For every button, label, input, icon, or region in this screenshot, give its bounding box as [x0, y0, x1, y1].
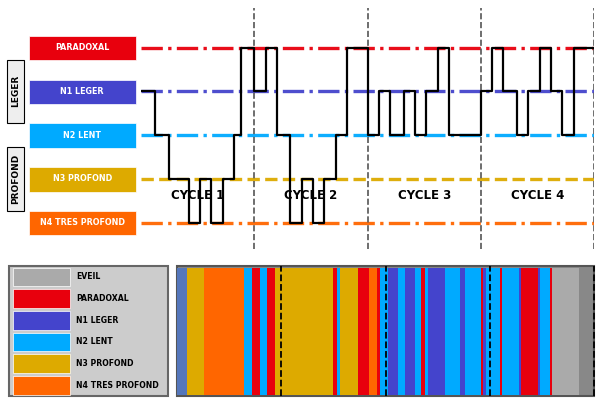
Bar [252, 268, 260, 394]
Bar [13, 354, 70, 373]
Bar [177, 268, 187, 394]
Bar [337, 268, 340, 394]
Text: N1 LEGER: N1 LEGER [61, 87, 104, 96]
Text: CYCLE 1: CYCLE 1 [171, 189, 224, 202]
Bar [13, 376, 70, 394]
Bar [519, 268, 521, 394]
Bar [500, 268, 502, 394]
Text: LEGER: LEGER [11, 75, 20, 107]
Bar [502, 268, 519, 394]
Bar [388, 268, 398, 394]
Bar [521, 268, 538, 394]
Text: PARADOXAL: PARADOXAL [55, 43, 109, 52]
Bar [445, 268, 460, 394]
Text: N2 LENT: N2 LENT [76, 337, 113, 346]
Bar [552, 268, 580, 394]
Bar [538, 268, 540, 394]
Text: CYCLE 4: CYCLE 4 [511, 189, 564, 202]
Bar [13, 289, 70, 308]
Bar [275, 268, 334, 394]
Bar [398, 268, 404, 394]
Bar [481, 268, 484, 394]
Text: N4 TRES PROFOND: N4 TRES PROFOND [76, 381, 158, 390]
Bar [13, 333, 70, 351]
Bar [369, 268, 377, 394]
Bar [340, 268, 358, 394]
Bar [13, 311, 70, 330]
Bar [465, 268, 481, 394]
Bar [380, 268, 388, 394]
Bar [460, 268, 465, 394]
Bar [415, 268, 421, 394]
Text: N1 LEGER: N1 LEGER [76, 316, 118, 325]
Bar [244, 268, 252, 394]
Bar [540, 268, 550, 394]
Bar [177, 266, 594, 396]
Text: N2 LENT: N2 LENT [63, 131, 101, 140]
Bar [377, 268, 380, 394]
Bar [428, 268, 445, 394]
Bar [485, 268, 500, 394]
Bar [334, 268, 337, 394]
Bar [260, 268, 266, 394]
Text: CYCLE 2: CYCLE 2 [284, 189, 337, 202]
Bar [550, 268, 553, 394]
Bar [9, 266, 168, 396]
Bar [421, 268, 425, 394]
Bar [266, 268, 275, 394]
Bar [484, 268, 485, 394]
Bar [13, 268, 70, 286]
Bar [358, 268, 369, 394]
Text: EVEIL: EVEIL [76, 273, 100, 281]
Bar [425, 268, 428, 394]
Text: N3 PROFOND: N3 PROFOND [53, 175, 112, 183]
Bar [404, 268, 415, 394]
Text: CYCLE 3: CYCLE 3 [398, 189, 451, 202]
Bar [187, 268, 204, 394]
Text: N3 PROFOND: N3 PROFOND [76, 359, 133, 368]
Text: N4 TRES PROFOND: N4 TRES PROFOND [40, 218, 125, 227]
Text: PROFOND: PROFOND [11, 154, 20, 204]
Bar [204, 268, 244, 394]
Text: PARADOXAL: PARADOXAL [76, 294, 128, 303]
